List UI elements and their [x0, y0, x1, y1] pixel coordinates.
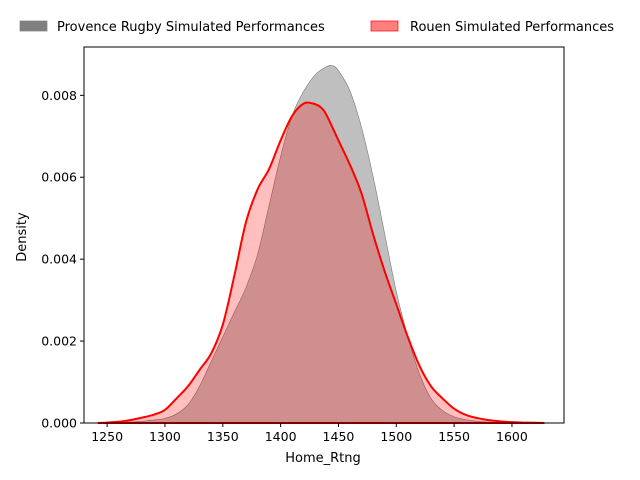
series-1-line [97, 101, 545, 424]
x-axis-title: Home_Rtng [285, 451, 361, 466]
y-axis: 0.000 0.002 0.004 0.006 0.008 [41, 88, 84, 431]
x-tick-label: 1500 [380, 429, 412, 444]
legend-label-1: Rouen Simulated Performances [410, 20, 614, 35]
legend-swatch-1 [370, 20, 399, 32]
x-tick-label: 1550 [438, 429, 470, 444]
legend: Provence Rugby Simulated Performances Rou… [19, 20, 614, 35]
y-tick-label: 0.004 [41, 252, 77, 267]
series-0-line [101, 65, 512, 424]
plot-area [83, 46, 565, 424]
y-tick-label: 0.002 [41, 334, 77, 349]
x-tick-label: 1450 [323, 429, 355, 444]
x-tick-label: 1400 [265, 429, 297, 444]
x-tick-label: 1600 [496, 429, 528, 444]
x-tick-label: 1250 [91, 429, 123, 444]
x-tick-label: 1300 [149, 429, 181, 444]
y-tick-label: 0.008 [41, 88, 77, 103]
x-axis: 1250 1300 1350 1400 1450 1500 1550 1600 [91, 423, 528, 444]
y-tick-label: 0.000 [41, 416, 77, 431]
y-tick-label: 0.006 [41, 170, 77, 185]
legend-swatch-0 [19, 20, 48, 32]
plot-frame [83, 46, 565, 424]
series-1-area [97, 101, 545, 424]
legend-label-0: Provence Rugby Simulated Performances [57, 20, 325, 35]
x-tick-label: 1350 [207, 429, 239, 444]
y-axis-title: Density [15, 212, 30, 262]
